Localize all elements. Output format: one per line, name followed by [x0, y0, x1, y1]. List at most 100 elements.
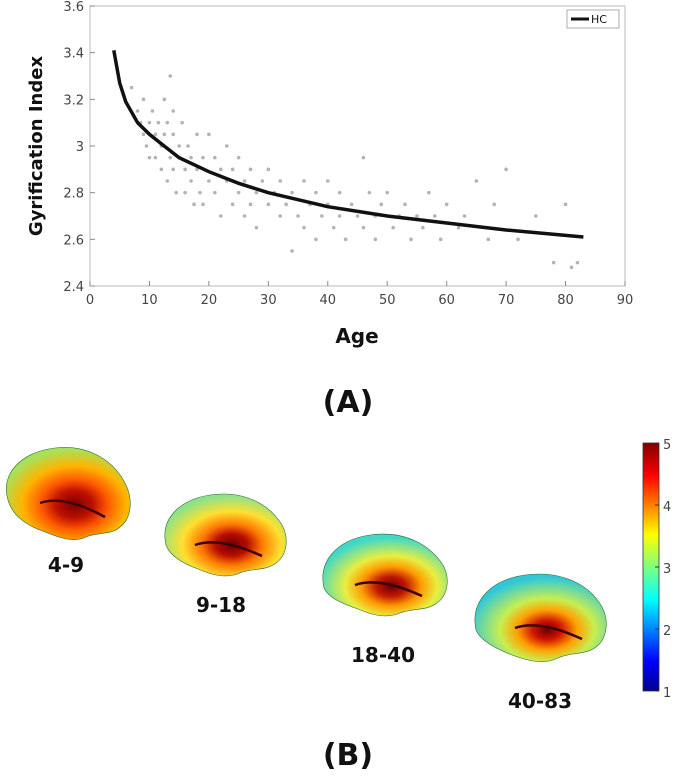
data-point	[201, 202, 205, 207]
data-point	[153, 132, 158, 137]
data-point	[438, 237, 443, 242]
data-point	[337, 190, 342, 195]
data-point	[201, 155, 205, 160]
data-point	[314, 190, 318, 195]
data-point	[492, 202, 497, 207]
x-axis-ticks: 0 10 20 30 40 50 60 70 80 90	[86, 281, 633, 308]
y-tick-label: 3.2	[63, 93, 84, 108]
data-point	[278, 214, 283, 218]
data-point	[569, 265, 574, 270]
data-point	[409, 237, 413, 242]
data-point	[236, 155, 241, 160]
brain-surface-9-18: 9-18	[164, 493, 287, 617]
data-point	[242, 179, 247, 183]
y-tick-label: 3.6	[63, 0, 84, 15]
data-point	[361, 225, 366, 230]
data-point	[218, 214, 223, 218]
data-point	[302, 225, 306, 230]
data-point	[516, 237, 520, 242]
data-point	[290, 190, 294, 195]
data-point	[147, 155, 152, 160]
data-point	[302, 179, 306, 183]
colorbar-ticks: 5 4 3 2 1	[655, 438, 671, 701]
brain-surface-18-40: 18-40	[322, 533, 448, 667]
colorbar-tick-label: 3	[663, 562, 671, 577]
data-point	[373, 237, 378, 242]
data-point	[213, 190, 217, 195]
data-point	[415, 214, 419, 218]
data-point	[174, 190, 178, 195]
x-tick-label: 30	[260, 293, 277, 308]
data-point	[325, 179, 330, 183]
colorbar-tick-label: 1	[663, 686, 671, 701]
data-point	[343, 237, 348, 242]
colorbar-tick-label: 2	[663, 624, 671, 639]
x-tick-label: 90	[617, 293, 634, 308]
data-point	[551, 260, 556, 265]
data-point	[150, 109, 155, 113]
data-point	[320, 214, 324, 218]
data-point	[361, 155, 366, 160]
data-point	[462, 214, 467, 218]
data-point	[403, 202, 407, 207]
data-point	[189, 155, 193, 160]
colorbar: 5 4 3 2 1	[642, 438, 671, 701]
x-tick-label: 60	[438, 293, 455, 308]
brain-shape	[6, 447, 131, 540]
data-point	[207, 179, 211, 183]
data-point	[230, 167, 235, 172]
x-tick-label: 20	[201, 293, 218, 308]
data-point	[254, 225, 259, 230]
data-point	[260, 179, 265, 183]
colorbar-tick-label: 4	[663, 500, 671, 515]
y-tick-label: 3.4	[63, 47, 84, 62]
data-point	[349, 202, 354, 207]
data-point	[432, 214, 437, 218]
data-point	[186, 144, 190, 148]
y-tick-label: 2.8	[63, 187, 84, 202]
data-point	[230, 202, 235, 207]
data-point	[563, 202, 568, 207]
x-tick-label: 70	[498, 293, 515, 308]
data-point	[456, 225, 461, 230]
x-tick-label: 0	[86, 293, 94, 308]
legend-entry: HC	[591, 13, 607, 26]
legend-box	[566, 9, 620, 29]
data-point	[183, 167, 187, 172]
colorbar-tick-label: 5	[663, 438, 671, 453]
data-point	[218, 167, 223, 172]
panel-label-b: (B)	[323, 738, 373, 773]
data-point	[421, 225, 425, 230]
brain-sulcus	[514, 624, 583, 641]
data-point	[171, 109, 176, 113]
data-point	[379, 202, 384, 207]
data-point	[171, 132, 176, 137]
y-axis-label: Gyrification Index	[26, 56, 47, 237]
data-point	[254, 190, 259, 195]
data-point	[144, 144, 149, 148]
data-point	[355, 214, 360, 218]
brain-sulcus	[39, 499, 106, 519]
brain-sulcus	[354, 581, 423, 598]
data-point	[159, 167, 164, 172]
data-point	[207, 132, 211, 137]
data-point	[504, 167, 508, 172]
panel-label-a: (A)	[323, 385, 374, 420]
data-point	[162, 132, 167, 137]
plot-area	[89, 5, 626, 287]
brain-surface-40-83: 40-83	[474, 573, 607, 713]
fit-line-hc	[112, 49, 584, 239]
data-point	[248, 202, 253, 207]
data-point	[177, 144, 181, 148]
data-point	[331, 225, 336, 230]
data-point	[444, 202, 449, 207]
data-point	[135, 109, 140, 113]
data-point	[278, 179, 283, 183]
data-point	[242, 214, 247, 218]
data-point	[195, 132, 199, 137]
x-tick-label: 50	[379, 293, 396, 308]
data-point	[198, 190, 202, 195]
y-tick-label: 3	[76, 140, 84, 155]
data-point	[391, 225, 395, 230]
